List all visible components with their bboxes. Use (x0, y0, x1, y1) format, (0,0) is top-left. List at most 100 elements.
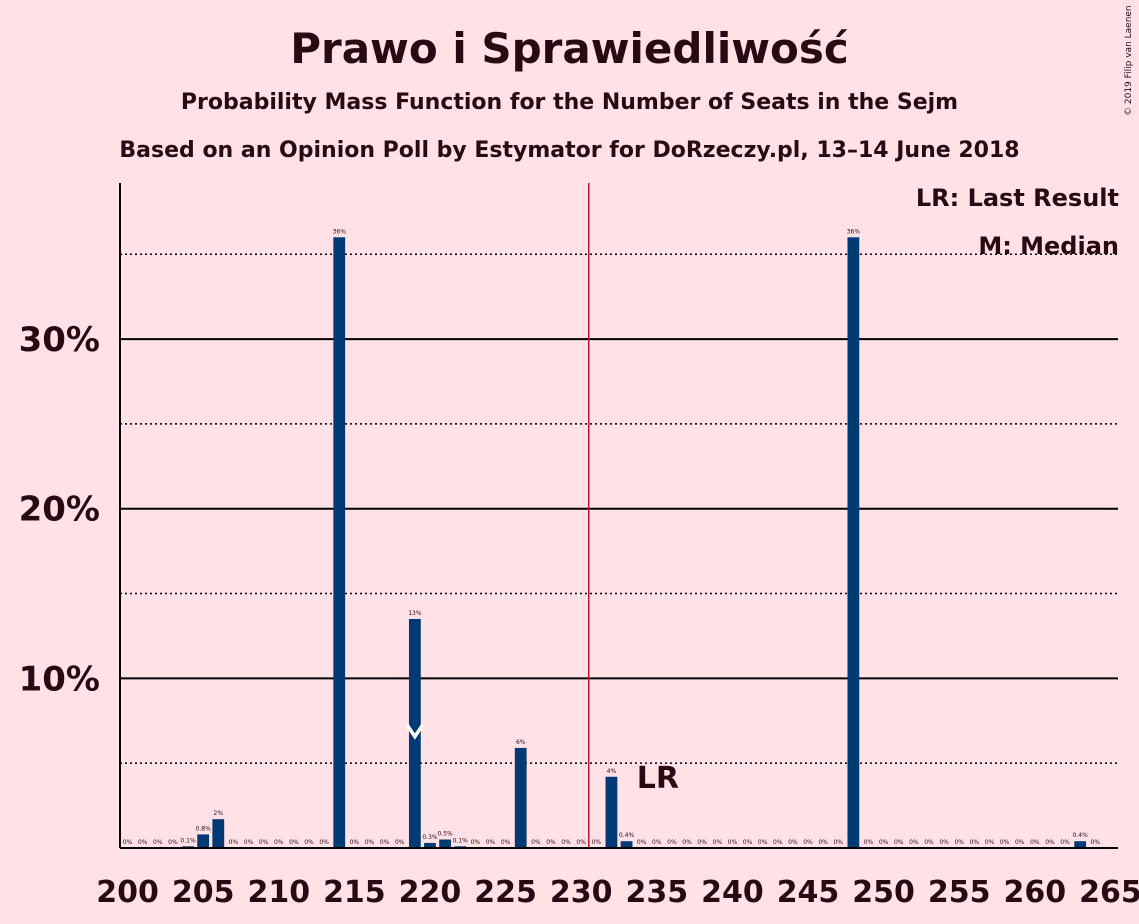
bar-label: 0% (1015, 839, 1025, 846)
y-tick-label: 10% (19, 659, 100, 699)
x-tick-label: 205 (172, 875, 235, 910)
bar-label: 0% (909, 839, 919, 846)
x-tick-label: 235 (625, 875, 688, 910)
x-tick-label: 265 (1079, 875, 1139, 910)
bar-label: 0% (138, 839, 148, 846)
x-tick-label: 210 (247, 875, 310, 910)
bar-label: 0.8% (196, 825, 212, 832)
bar-label: 0% (486, 839, 496, 846)
bar-label: 0% (471, 839, 481, 846)
bar-label: 0% (788, 839, 798, 846)
bar-label: 0.4% (1073, 832, 1089, 839)
bar-label: 0.1% (180, 837, 196, 844)
bar (439, 839, 452, 848)
bar-label: 0% (637, 839, 647, 846)
bar-label: 0% (259, 839, 269, 846)
bar-label: 0% (229, 839, 239, 846)
bar-label: 0.5% (437, 831, 453, 838)
bar (514, 747, 527, 848)
bar-label: 36% (333, 228, 347, 235)
bar-label: 0% (561, 839, 571, 846)
bar-label: 13% (408, 610, 422, 617)
median-marker (405, 723, 425, 740)
bar (212, 819, 225, 848)
bar-label: 0% (1060, 839, 1070, 846)
bar-label: 0% (168, 839, 178, 846)
bar-label: 0% (380, 839, 390, 846)
bar-label: 2% (214, 810, 224, 817)
bar-label: 0% (728, 839, 738, 846)
bar-label: 0% (304, 839, 314, 846)
bar-label: 0% (894, 839, 904, 846)
x-tick-label: 260 (1004, 875, 1067, 910)
bar-label: 0% (758, 839, 768, 846)
bar-label: 0% (274, 839, 284, 846)
bar (1074, 841, 1087, 848)
bar-label: 0% (924, 839, 934, 846)
bar (605, 776, 618, 848)
bar-label: 0.4% (619, 832, 635, 839)
chart-subtitle: Probability Mass Function for the Number… (180, 90, 959, 115)
bar-label: 0% (818, 839, 828, 846)
bar-label: 0% (954, 839, 964, 846)
bar-label: 0% (546, 839, 556, 846)
bar-label: 0% (682, 839, 692, 846)
y-tick-label: 20% (19, 490, 100, 530)
gridlines (120, 183, 1118, 848)
x-tick-label: 200 (96, 875, 159, 910)
bar-label: 0% (879, 839, 889, 846)
bar-label: 0% (1000, 839, 1010, 846)
bars (182, 237, 1087, 849)
bar-label: 0% (985, 839, 995, 846)
bar-label: 0% (713, 839, 723, 846)
y-tick-label: 30% (19, 320, 100, 360)
bar-label: 0% (123, 839, 133, 846)
x-tick-label: 255 (928, 875, 991, 910)
bar-label: 0.3% (422, 834, 438, 841)
x-tick-label: 245 (777, 875, 840, 910)
bar-label: 0% (652, 839, 662, 846)
x-tick-label: 220 (399, 875, 462, 910)
bar (424, 842, 436, 848)
bar-label: 0% (970, 839, 980, 846)
bar-label: 0% (1091, 839, 1101, 846)
x-tick-label: 225 (474, 875, 537, 910)
bar-label: 0% (697, 839, 707, 846)
bar-label: 0% (667, 839, 677, 846)
bar-label: 0% (501, 839, 511, 846)
bar-labels: 0% 0% 0% 0% 0.1%0.8%2%0% 0% 0% 0% 0% 0% 0%36%0% 0% 0… (123, 228, 1101, 846)
bar-label: 0% (743, 839, 753, 846)
bar-label: 0% (395, 839, 405, 846)
bar-label: 0% (153, 839, 163, 846)
legend-last-result: LR: Last Result (915, 184, 1119, 212)
bar (620, 841, 633, 848)
axes: 10% 20% 30% 200 205 210 215 220 225 230 235 240 245 2… (19, 183, 1139, 910)
bar-label: 0.1% (453, 837, 469, 844)
bar-label: 0% (592, 839, 602, 846)
bar-label: 0% (365, 839, 375, 846)
bar-label: 0% (773, 839, 783, 846)
bar-label: 0% (803, 839, 813, 846)
bar (847, 237, 860, 849)
chart-title: Prawo i Sprawiedliwość (290, 24, 849, 73)
x-tick-label: 240 (701, 875, 764, 910)
bar-label: 0% (319, 839, 329, 846)
x-tick-label: 215 (323, 875, 386, 910)
bar-label: 36% (847, 228, 861, 235)
x-tick-label: 230 (550, 875, 613, 910)
x-tick-label: 250 (852, 875, 915, 910)
chart-source: Based on an Opinion Poll by Estymator fo… (119, 138, 1020, 163)
markers: LR (405, 723, 679, 796)
bar-label: 0% (289, 839, 299, 846)
bar-label: 0% (864, 839, 874, 846)
bar-label: 0% (531, 839, 541, 846)
bar (197, 834, 210, 848)
bar-label: 0% (350, 839, 360, 846)
legend-median: M: Median (978, 232, 1119, 260)
bar-label: 0% (833, 839, 843, 846)
bar-label: 0% (939, 839, 949, 846)
bar-label: 0% (1045, 839, 1055, 846)
bar-label: 0% (576, 839, 586, 846)
bar-label: 0% (1030, 839, 1040, 846)
